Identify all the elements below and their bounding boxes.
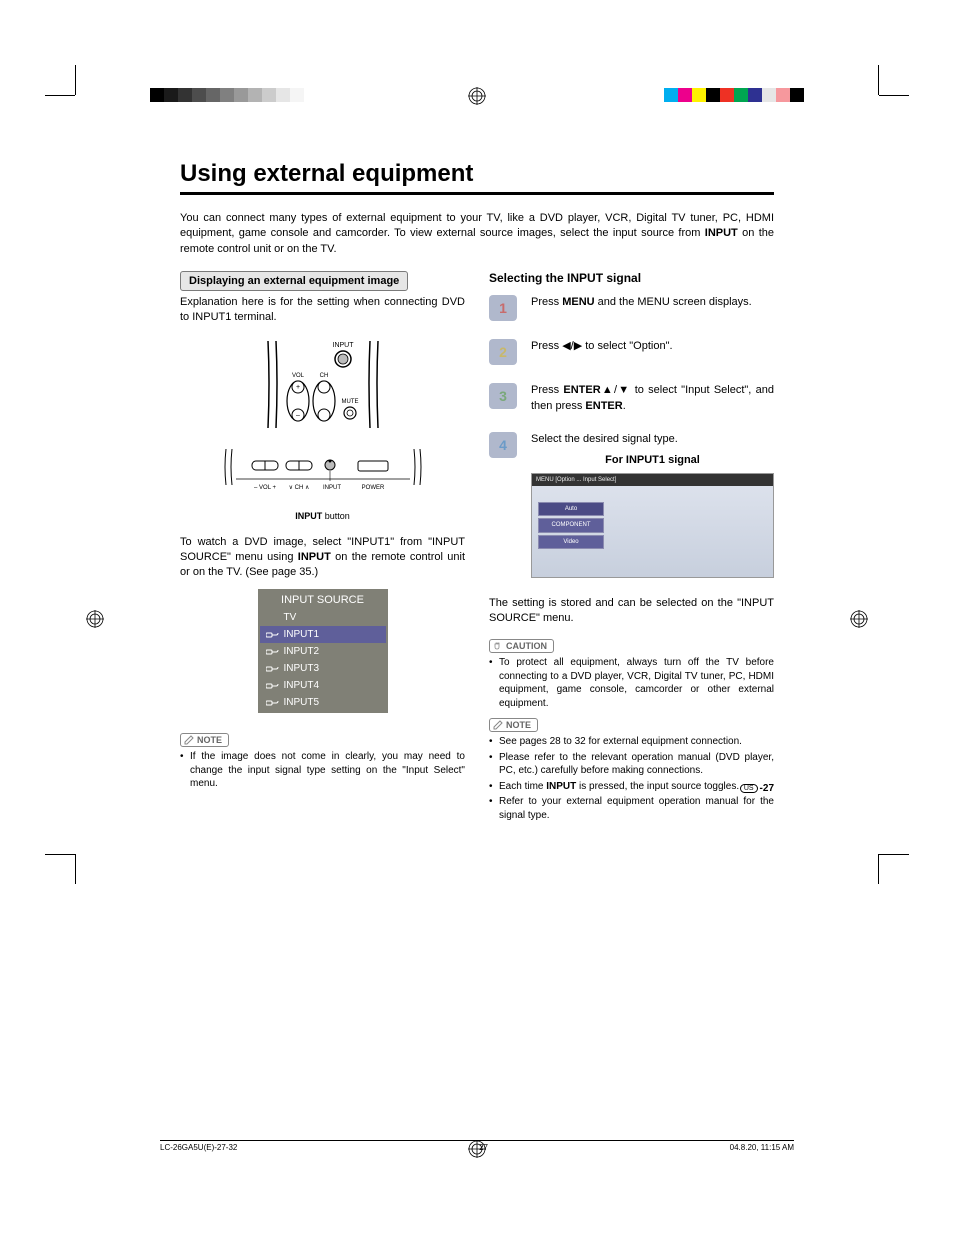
caution-item: To protect all equipment, always turn of… bbox=[489, 656, 774, 710]
input-source-item: TV bbox=[260, 609, 386, 626]
color-swatches bbox=[664, 88, 804, 102]
step-body: Press ENTER▲/▼ to select "Input Select",… bbox=[531, 383, 774, 414]
footer-right: 04.8.20, 11:15 AM bbox=[730, 1143, 794, 1152]
input-source-item: INPUT5 bbox=[260, 694, 386, 711]
hand-icon bbox=[493, 641, 503, 651]
tv-panel-diagram: – VOL + ∨ CH ∧ INPUT POWER bbox=[180, 447, 465, 497]
page-content: Using external equipment You can connect… bbox=[0, 0, 954, 904]
remote-control-diagram: INPUT VOL CH + – MUTE bbox=[180, 333, 465, 433]
input-source-item: INPUT3 bbox=[260, 660, 386, 677]
step-body: Press MENU and the MENU screen displays. bbox=[531, 295, 774, 310]
svg-text:MUTE: MUTE bbox=[341, 399, 358, 405]
caution-list: To protect all equipment, always turn of… bbox=[489, 656, 774, 710]
footer-bar: LC-26GA5U(E)-27-32 27 04.8.20, 11:15 AM bbox=[160, 1140, 794, 1152]
step: 4 Select the desired signal type.For INPU… bbox=[489, 432, 774, 578]
step: 2 Press ◀/▶ to select "Option". bbox=[489, 339, 774, 365]
note-item: Refer to your external equipment operati… bbox=[489, 795, 774, 822]
svg-text:–: – bbox=[296, 412, 300, 419]
left-column: Displaying an external equipment image E… bbox=[180, 271, 465, 824]
right-column: Selecting the INPUT signal 1 Press MENU a… bbox=[489, 271, 774, 824]
page-title: Using external equipment bbox=[180, 160, 774, 195]
registration-mark-icon bbox=[86, 610, 104, 628]
svg-text:INPUT: INPUT bbox=[323, 485, 341, 491]
note-badge: NOTE bbox=[180, 733, 229, 747]
caution-badge: CAUTION bbox=[489, 639, 554, 653]
svg-text:CH: CH bbox=[319, 373, 328, 379]
explanation-text: Explanation here is for the setting when… bbox=[180, 295, 465, 325]
registration-mark-icon bbox=[468, 87, 486, 105]
left-note-list: If the image does not come in clearly, y… bbox=[180, 750, 465, 791]
input-source-title: INPUT SOURCE bbox=[260, 591, 386, 609]
section-heading: Displaying an external equipment image bbox=[180, 271, 408, 291]
svg-text:INPUT: INPUT bbox=[332, 342, 354, 349]
svg-text:POWER: POWER bbox=[361, 485, 384, 491]
selecting-heading: Selecting the INPUT signal bbox=[489, 271, 774, 285]
step: 3 Press ENTER▲/▼ to select "Input Select"… bbox=[489, 383, 774, 414]
step-number: 2 bbox=[489, 339, 517, 365]
registration-mark-icon bbox=[850, 610, 868, 628]
input-button-caption: INPUT button bbox=[180, 511, 465, 521]
input-source-item: INPUT2 bbox=[260, 643, 386, 660]
step-number: 3 bbox=[489, 383, 517, 409]
note-item: See pages 28 to 32 for external equipmen… bbox=[489, 735, 774, 749]
pencil-icon bbox=[184, 735, 194, 745]
footer-left: LC-26GA5U(E)-27-32 bbox=[160, 1143, 237, 1152]
svg-text:– VOL +: – VOL + bbox=[254, 485, 276, 491]
menu-screenshot: MENU [Option ... Input Select]AutoCOMPON… bbox=[531, 473, 774, 578]
note-item: Please refer to the relevant operation m… bbox=[489, 751, 774, 778]
footer-center: 27 bbox=[237, 1143, 729, 1152]
svg-text:VOL: VOL bbox=[291, 373, 304, 379]
step-number: 4 bbox=[489, 432, 517, 458]
right-note-list: See pages 28 to 32 for external equipmen… bbox=[489, 735, 774, 822]
watch-instruction: To watch a DVD image, select "INPUT1" fr… bbox=[180, 535, 465, 580]
step-body: Press ◀/▶ to select "Option". bbox=[531, 339, 774, 354]
step-body: Select the desired signal type.For INPUT… bbox=[531, 432, 774, 578]
intro-paragraph: You can connect many types of external e… bbox=[180, 211, 774, 257]
input-source-item: INPUT4 bbox=[260, 677, 386, 694]
note-item: If the image does not come in clearly, y… bbox=[180, 750, 465, 791]
stored-text: The setting is stored and can be selecte… bbox=[489, 596, 774, 626]
note-badge: NOTE bbox=[489, 718, 538, 732]
svg-text:∨ CH ∧: ∨ CH ∧ bbox=[288, 485, 309, 491]
page-number: US-27 bbox=[740, 783, 774, 794]
input-source-item: INPUT1 bbox=[260, 626, 386, 643]
grayscale-swatches bbox=[150, 88, 304, 102]
input-source-menu: INPUT SOURCE TVINPUT1INPUT2INPUT3INPUT4I… bbox=[258, 589, 388, 713]
step: 1 Press MENU and the MENU screen displays… bbox=[489, 295, 774, 321]
svg-text:+: + bbox=[295, 384, 299, 391]
step-number: 1 bbox=[489, 295, 517, 321]
for-signal-label: For INPUT1 signal bbox=[531, 453, 774, 468]
note-item: Each time INPUT is pressed, the input so… bbox=[489, 780, 774, 794]
pencil-icon bbox=[493, 720, 503, 730]
